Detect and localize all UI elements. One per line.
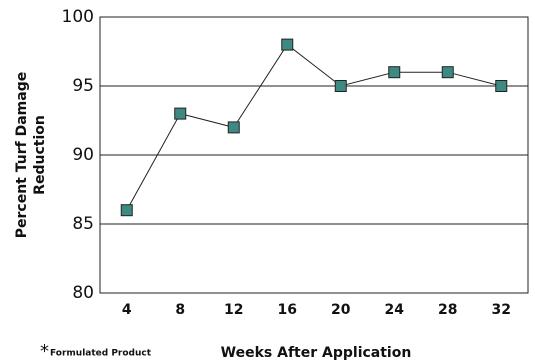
x-tick-label: 16 xyxy=(278,302,297,318)
x-tick-label: 24 xyxy=(385,302,405,318)
y-tick-label: 100 xyxy=(62,7,94,27)
marker xyxy=(388,66,401,79)
marker xyxy=(495,80,508,92)
y-tick-label: 80 xyxy=(72,283,94,303)
x-tick-label: 32 xyxy=(492,302,511,318)
marker xyxy=(441,66,454,79)
x-tick-label: 12 xyxy=(224,302,243,318)
marker xyxy=(120,204,133,217)
y-axis-label-line: Percent Turf Damage xyxy=(14,72,30,238)
y-tick-label: 90 xyxy=(72,145,94,165)
marker xyxy=(174,107,187,120)
x-axis-label: Weeks After Application xyxy=(221,345,412,361)
x-tick-label: 20 xyxy=(331,302,351,318)
x-tick-label: 4 xyxy=(122,302,132,318)
series-line xyxy=(126,43,502,211)
y-axis-label-line: Reduction xyxy=(32,115,48,195)
marker xyxy=(334,80,347,92)
x-tick-label: 8 xyxy=(175,302,185,318)
y-tick-label: 95 xyxy=(72,76,94,96)
y-tick-label: 85 xyxy=(72,214,94,234)
marker xyxy=(227,121,240,134)
footnote: Formulated Product xyxy=(50,349,152,359)
x-tick-label: 28 xyxy=(438,302,457,318)
marker xyxy=(281,38,294,51)
y-axis-label: Percent Turf Damage Reduction xyxy=(14,72,48,238)
footnote-marker: * xyxy=(40,341,49,362)
